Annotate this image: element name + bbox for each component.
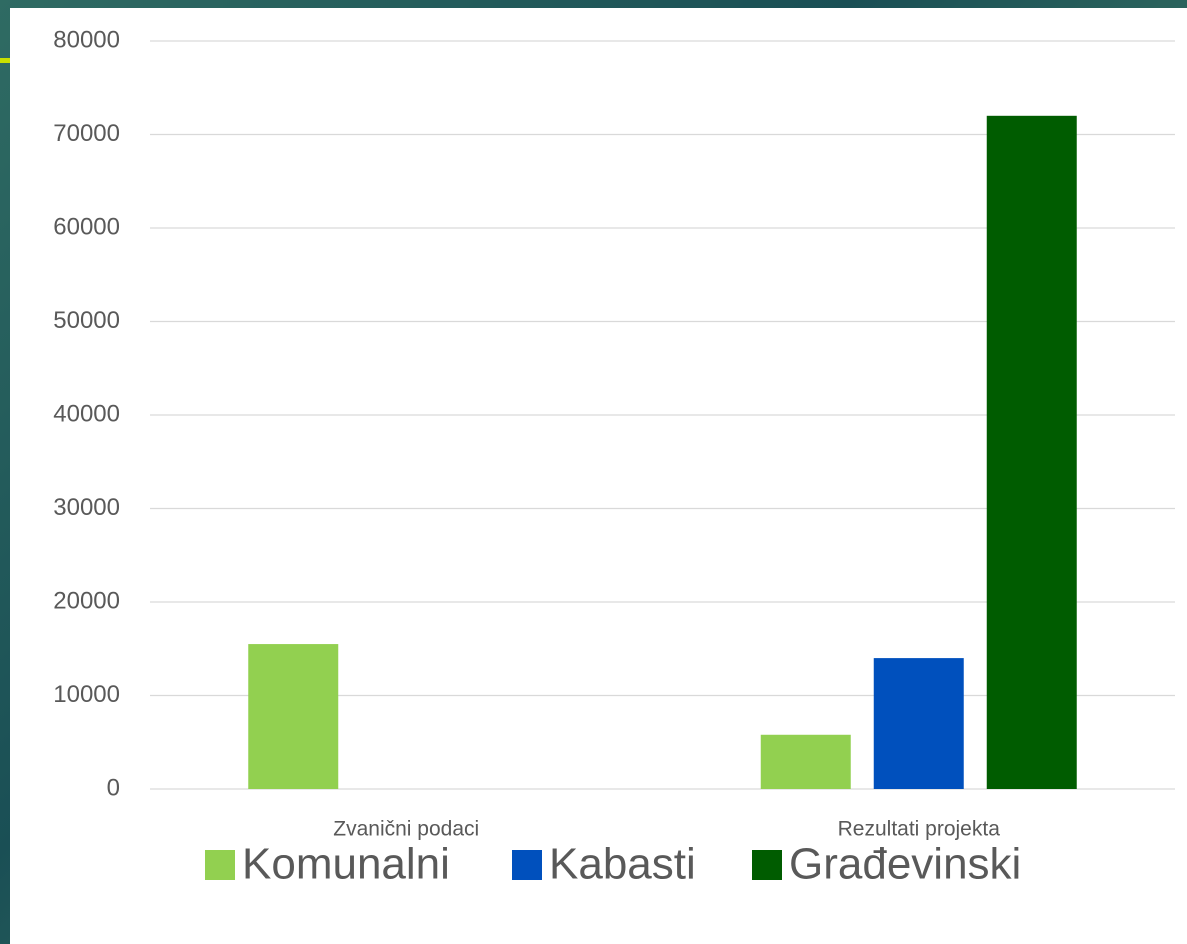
y-tick-label: 0	[107, 774, 120, 801]
y-tick-label: 10000	[53, 681, 120, 708]
y-tick-label: 60000	[53, 213, 120, 240]
bar	[987, 116, 1077, 789]
legend-label: Građevinski	[789, 840, 1021, 889]
bar	[874, 658, 964, 789]
legend-swatch	[205, 850, 235, 880]
y-tick-label: 70000	[53, 120, 120, 147]
bar	[248, 644, 338, 789]
legend-label: Kabasti	[549, 840, 696, 889]
page: 0 10000 20000 30000 40000 50000 60000 70000 8000…	[0, 0, 1187, 944]
x-tick-label: Zvanični podaci	[333, 818, 479, 841]
x-tick-label: Rezultati projekta	[838, 818, 1001, 841]
y-tick-label: 40000	[53, 400, 120, 427]
legend-swatch	[512, 850, 542, 880]
legend-swatch	[752, 850, 782, 880]
y-tick-label: 80000	[53, 26, 120, 53]
y-tick-label: 30000	[53, 494, 120, 521]
chart: 0 10000 20000 30000 40000 50000 60000 70000 8000…	[0, 0, 1187, 944]
y-tick-label: 20000	[53, 587, 120, 614]
accent	[0, 58, 10, 63]
legend-label: Komunalni	[242, 840, 450, 889]
bar	[761, 735, 851, 789]
y-tick-label: 50000	[53, 307, 120, 334]
